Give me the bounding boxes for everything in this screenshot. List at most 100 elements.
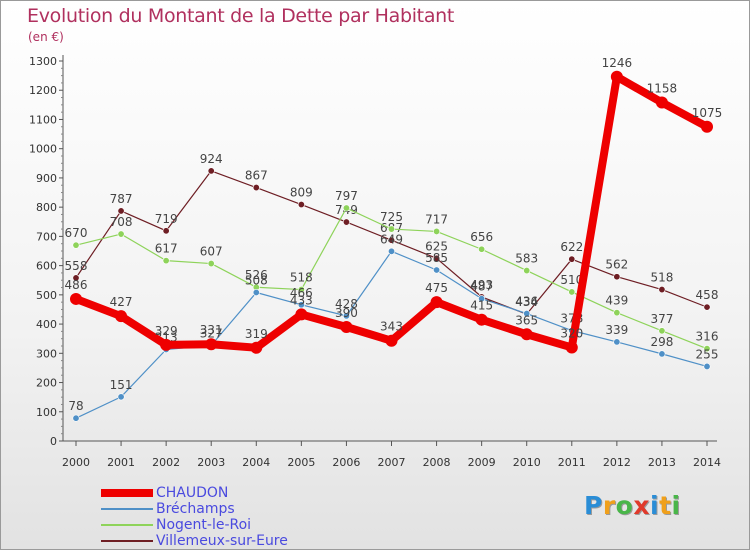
data-label: 466	[290, 286, 313, 300]
x-tick-label: 2010	[513, 456, 541, 469]
data-point	[478, 295, 486, 303]
x-tick-label: 2008	[423, 456, 451, 469]
logo-letter: x	[633, 491, 650, 520]
data-label: 319	[245, 327, 268, 341]
data-point	[701, 120, 713, 133]
data-point	[72, 274, 80, 282]
data-point	[162, 227, 170, 235]
data-label: 298	[650, 335, 673, 349]
x-tick-label: 2001	[107, 456, 135, 469]
data-label: 518	[290, 271, 313, 285]
data-point	[297, 201, 305, 209]
data-label: 924	[200, 152, 223, 166]
data-point	[342, 312, 350, 320]
x-tick-label: 2000	[62, 456, 90, 469]
data-label: 787	[110, 192, 133, 206]
x-tick-label: 2011	[558, 456, 586, 469]
y-tick-label: 600	[36, 260, 57, 273]
data-label: 487	[470, 280, 493, 294]
legend-item: CHAUDON	[101, 485, 288, 501]
data-label: 583	[515, 252, 538, 266]
data-label: 510	[560, 273, 583, 287]
data-label: 558	[65, 259, 88, 273]
data-label: 428	[335, 297, 358, 311]
data-point	[387, 247, 395, 255]
data-point	[117, 230, 125, 238]
y-tick-label: 900	[36, 172, 57, 185]
logo-letter: t	[659, 491, 672, 520]
x-tick-label: 2005	[287, 456, 315, 469]
data-label: 562	[605, 258, 628, 272]
data-point	[568, 288, 576, 296]
x-tick-label: 2004	[242, 456, 270, 469]
x-tick-label: 2014	[693, 456, 721, 469]
data-point	[658, 286, 666, 294]
data-label: 255	[696, 347, 719, 361]
x-tick-label: 2007	[378, 456, 406, 469]
data-point	[658, 350, 666, 358]
data-point	[117, 393, 125, 401]
legend-swatch	[101, 524, 153, 526]
data-point	[430, 296, 443, 309]
data-point	[162, 257, 170, 265]
data-label: 670	[65, 226, 88, 240]
data-point	[658, 327, 666, 335]
data-label: 649	[380, 232, 403, 246]
data-point	[613, 309, 621, 317]
data-label: 708	[110, 215, 133, 229]
data-label: 439	[605, 294, 628, 308]
data-label: 458	[696, 288, 719, 302]
data-point	[117, 207, 125, 215]
legend-label: CHAUDON	[156, 485, 229, 501]
data-label: 725	[380, 210, 403, 224]
x-tick-label: 2006	[332, 456, 360, 469]
legend: CHAUDON Bréchamps Nogent-le-Roi Villemeux-s…	[101, 485, 288, 549]
y-tick-label: 500	[36, 289, 57, 302]
y-tick-label: 200	[36, 377, 57, 390]
data-label: 867	[245, 169, 268, 183]
data-point	[297, 286, 305, 294]
x-tick-label: 2013	[648, 456, 676, 469]
data-point	[523, 267, 531, 275]
legend-swatch	[101, 489, 153, 497]
data-point	[523, 310, 531, 318]
y-tick-label: 1300	[29, 55, 57, 68]
data-label: 656	[470, 230, 493, 244]
data-point	[433, 227, 441, 235]
data-label: 508	[245, 274, 268, 288]
data-label: 365	[515, 313, 538, 327]
data-point	[250, 341, 263, 354]
logo-letter: r	[602, 491, 616, 520]
data-label: 1246	[602, 56, 633, 70]
data-point	[703, 303, 711, 311]
data-point	[433, 254, 441, 262]
data-label: 434	[515, 295, 538, 309]
data-label: 316	[696, 330, 719, 344]
data-label: 622	[560, 240, 583, 254]
data-point	[72, 414, 80, 422]
data-label: 1158	[647, 82, 678, 96]
data-label: 493	[470, 278, 493, 292]
data-point	[295, 308, 308, 321]
data-point	[297, 301, 305, 309]
y-tick-label: 400	[36, 318, 57, 331]
data-label: 717	[425, 212, 448, 226]
data-label: 475	[425, 281, 448, 295]
data-label: 617	[155, 242, 178, 256]
y-tick-label: 300	[36, 347, 57, 360]
data-point	[160, 338, 173, 351]
data-point	[613, 273, 621, 281]
data-label: 433	[290, 293, 313, 307]
data-label: 390	[335, 306, 358, 320]
data-point	[610, 70, 623, 83]
y-tick-label: 100	[36, 406, 57, 419]
data-point	[703, 362, 711, 370]
data-point	[387, 236, 395, 244]
unit-label: (en €)	[28, 30, 64, 44]
data-label: 327	[200, 326, 223, 340]
data-point	[475, 313, 488, 326]
y-tick-label: 0	[50, 435, 57, 448]
data-point	[342, 204, 350, 212]
data-label: 797	[335, 189, 358, 203]
data-point	[565, 341, 578, 354]
